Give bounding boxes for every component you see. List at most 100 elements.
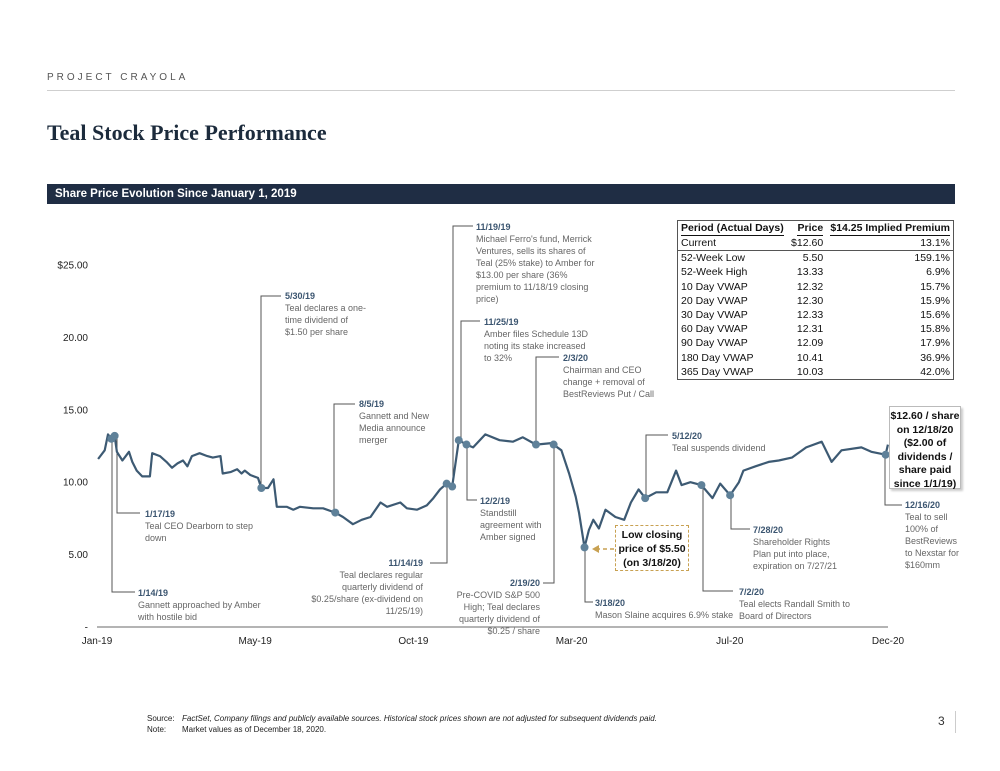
premium-cell: 6.9% [926,266,950,279]
event-annotation: 3/18/20 Mason Slaine acquires 6.9% stake [595,597,735,621]
event-annotation: 8/5/19 Gannett and New Media announce mer… [359,398,431,446]
premium-cell: 15.7% [920,280,950,293]
event-text: Teal declares a one-time dividend of $1.… [285,303,367,337]
event-marker [454,436,463,445]
project-name: PROJECT CRAYOLA [47,72,189,83]
table-row: 52-Week Low 5.50 159.1% [678,251,954,266]
event-marker [110,431,119,440]
footnotes: Source: FactSet, Company filings and publ… [147,713,657,735]
table-row: 20 Day VWAP 12.30 15.9% [678,294,954,308]
event-annotation: 5/30/19 Teal declares a one-time dividend… [285,290,370,338]
price-cell: 10.41 [796,351,824,364]
col-header-premium: $14.25 Implied Premium [830,222,950,236]
note-label: Note: [147,725,167,734]
event-marker [531,440,540,449]
event-annotation: 1/14/19 Gannett approached by Amber with … [138,587,273,623]
premium-cell: 15.8% [920,323,950,336]
period-cell: Current [677,236,788,252]
table-row: 30 Day VWAP 12.33 15.6% [678,308,954,322]
event-annotation: 7/28/20 Shareholder Rights Plan put into … [753,524,843,572]
col-header-price: Price [797,222,824,236]
event-marker [462,440,471,449]
page-number-divider [955,711,956,733]
event-date: 12/2/19 [480,496,511,506]
current-price-callout: $12.60 / share on 12/18/20 ($2.00 of div… [889,406,961,490]
annotation-leader [111,438,135,593]
event-date: 3/18/20 [595,598,626,608]
price-cell: 5.50 [802,252,824,265]
event-annotation: 7/2/20 Teal elects Randall Smith to Board… [739,586,859,622]
event-date: 11/25/19 [484,317,519,327]
annotation-leader [460,320,480,441]
event-date: 7/28/20 [753,525,784,535]
low-callout-arrow [592,545,614,553]
annotation-leader [584,547,593,603]
period-cell: 365 Day VWAP [681,365,754,378]
period-cell: 30 Day VWAP [681,309,748,322]
premium-cell: 15.6% [920,309,950,322]
y-tick-label: 10.00 [63,478,88,489]
x-tick-label: Dec-20 [872,636,905,647]
annotation-leader [730,495,750,530]
price-cell: $12.60 [787,236,827,252]
event-date: 8/5/19 [359,399,385,409]
event-annotation: 11/19/19 Michael Ferro's fund, Merrick Ve… [476,221,596,305]
y-tick-label: $25.00 [57,261,88,272]
page-number: 3 [938,714,945,728]
source-label: Source: [147,714,175,723]
event-date: 1/17/19 [145,509,176,519]
event-marker [448,482,457,491]
period-cell: 20 Day VWAP [681,294,748,307]
event-annotation: 11/25/19 Amber files Schedule 13D noting … [484,316,589,364]
source-text: FactSet, Company filings and publicly av… [182,714,657,723]
event-annotation: 5/12/20 Teal suspends dividend [672,430,772,454]
event-date: 5/30/19 [285,291,316,301]
table-row: 52-Week High 13.33 6.9% [678,265,954,279]
premium-cell: 159.1% [914,252,950,265]
x-tick-label: Mar-20 [556,636,588,647]
event-marker [580,543,589,552]
page-title: Teal Stock Price Performance [47,120,327,145]
y-tick-label: 15.00 [63,405,88,416]
event-text: Chairman and CEO change + removal of Bes… [563,365,655,399]
low-price-callout: Low closing price of $5.50 (on 3/18/20) [615,525,689,571]
event-date: 12/16/20 [905,500,941,510]
annotation-leader [430,483,448,564]
premium-cell: 36.9% [920,351,950,364]
event-date: 1/14/19 [138,588,169,598]
premium-table: Period (Actual Days) Price $14.25 Implie… [677,220,954,380]
period-cell: 52-Week Low [681,252,746,265]
event-marker [641,494,650,503]
event-text: Standstill agreement with Amber signed [480,508,542,542]
premium-cell: 13.1% [826,236,954,252]
price-cell: 12.32 [796,280,824,293]
x-tick-label: Jan-19 [82,636,113,647]
event-text: Teal elects Randall Smith to Board of Di… [739,599,851,621]
x-tick-label: Jul-20 [716,636,744,647]
period-cell: 52-Week High [681,266,748,279]
event-text: Amber files Schedule 13D noting its stak… [484,329,589,363]
table-row: 10 Day VWAP 12.32 15.7% [678,280,954,294]
event-text: Mason Slaine acquires 6.9% stake [595,610,734,620]
period-cell: 180 Day VWAP [681,351,754,364]
event-marker [549,440,558,449]
price-cell: 13.33 [796,266,824,279]
table-row: 60 Day VWAP 12.31 15.8% [678,322,954,336]
event-annotation: 1/17/19 Teal CEO Dearborn to step down [145,508,255,544]
event-text: Teal suspends dividend [672,443,766,453]
event-date: 5/12/20 [672,431,703,441]
price-cell: 10.03 [796,365,824,378]
event-marker [257,483,266,492]
event-annotation: 12/16/20 Teal to sell 100% of BestReviews… [905,499,967,571]
annotation-leader [645,434,668,499]
price-cell: 12.30 [796,294,824,307]
note-text: Market values as of December 18, 2020. [182,725,327,734]
x-tick-label: Oct-19 [398,636,428,647]
price-cell: 12.33 [796,309,824,322]
event-text: Pre-COVID S&P 500 High; Teal declares qu… [456,590,540,636]
event-text: Gannett and New Media announce merger [359,411,430,445]
event-text: Shareholder Rights Plan put into place, … [753,537,838,571]
table-row: 90 Day VWAP 12.09 17.9% [678,336,954,350]
event-date: 2/3/20 [563,353,589,363]
